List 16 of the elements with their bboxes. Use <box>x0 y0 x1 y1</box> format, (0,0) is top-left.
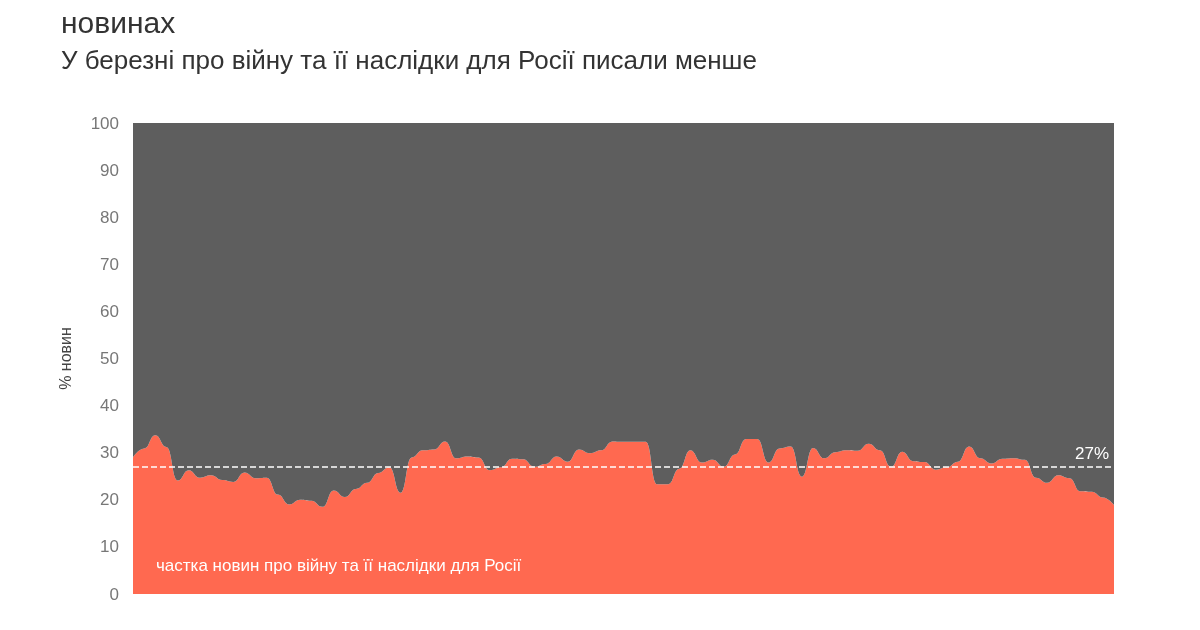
y-tick-label: 20 <box>100 490 119 510</box>
y-tick-label: 60 <box>100 301 119 321</box>
y-tick-label: 50 <box>100 349 119 368</box>
y-tick-label: 10 <box>100 537 119 557</box>
y-axis-title: % новин <box>56 327 74 390</box>
chart-title: новинах <box>61 5 176 39</box>
y-tick-label: 70 <box>100 254 119 274</box>
ref-line-label: 27% <box>1074 443 1109 463</box>
y-tick-label: 80 <box>100 207 119 227</box>
y-tick-label: 90 <box>100 160 119 180</box>
y-tick-label: 40 <box>100 396 119 416</box>
chart-subtitle: У березні про війну та її наслідки для Росії писали менше <box>61 45 757 75</box>
y-tick-label: 30 <box>100 443 119 463</box>
series-label: частка новин про війну та її наслідки для Росії <box>156 556 522 575</box>
y-tick-label: 0 <box>109 584 119 604</box>
y-tick-label: 100 <box>90 113 119 133</box>
